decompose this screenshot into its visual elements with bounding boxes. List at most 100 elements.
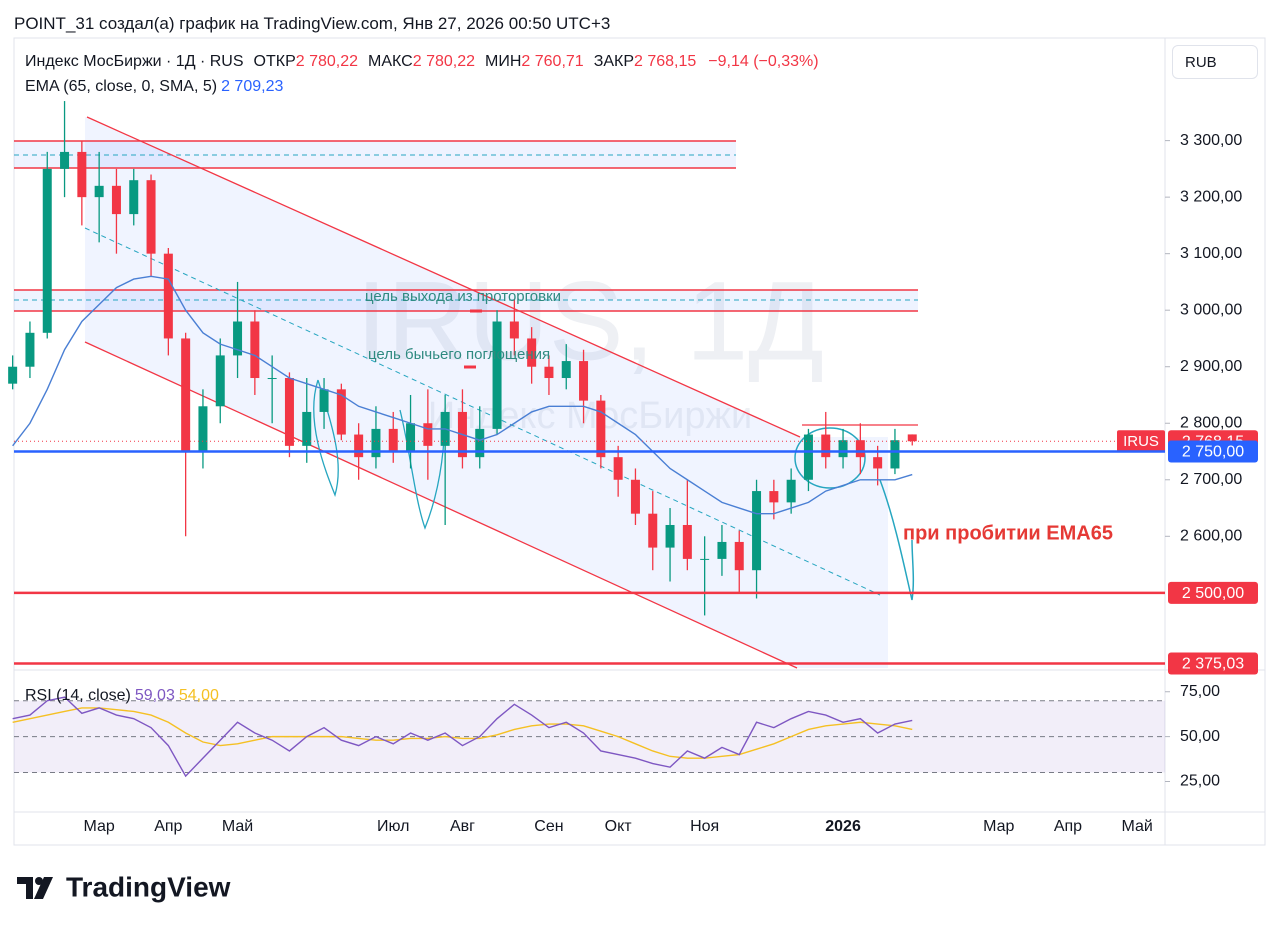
x-tick-label: Мар xyxy=(983,818,1014,835)
candle-body xyxy=(890,440,900,469)
x-tick-label: Июл xyxy=(377,818,409,835)
candle-body xyxy=(596,400,606,458)
annotation: цель выхода из проторговки xyxy=(365,288,561,305)
candle-body xyxy=(181,338,191,452)
candle-body xyxy=(579,361,589,401)
ohlc-item: ЗАКР2 768,15 xyxy=(594,53,697,71)
x-tick-label: 2026 xyxy=(825,818,861,835)
candle-body xyxy=(42,168,52,333)
ema-value: 2 709,23 xyxy=(221,78,284,95)
ohlc-label: МИН xyxy=(485,53,522,70)
y-tick-label: 2 600,00 xyxy=(1180,528,1242,545)
candle-body xyxy=(354,434,364,458)
x-tick-label: Май xyxy=(1121,818,1152,835)
symbol: Индекс МосБиржи · 1Д · RUS xyxy=(25,53,244,70)
y-tick-label: 2 700,00 xyxy=(1180,471,1242,488)
candle-body xyxy=(509,321,519,339)
candle-body xyxy=(146,180,156,254)
candle-body xyxy=(492,321,502,429)
candle-body xyxy=(544,366,554,379)
logo: TradingView xyxy=(17,871,231,902)
attribution: POINT_31 создал(а) график на TradingView… xyxy=(14,14,611,33)
y-tick-label: 25,00 xyxy=(1180,773,1220,790)
candle-body xyxy=(319,389,329,412)
rsi-legend: RSI (14, close) 59,03 54,00 xyxy=(25,687,219,705)
rsi-name: RSI (14, close) xyxy=(25,687,131,704)
x-tick-label: Май xyxy=(222,818,253,835)
x-tick-label: Апр xyxy=(1054,818,1082,835)
candle-body xyxy=(336,389,346,435)
ohlc-item: МИН2 760,71 xyxy=(485,53,584,71)
candle-body xyxy=(613,457,623,480)
ema-line xyxy=(12,275,913,515)
annotation: цель бычьего поглощения xyxy=(368,346,550,363)
level-label-box xyxy=(1168,581,1258,604)
sketch xyxy=(313,379,339,498)
candle-body xyxy=(250,321,260,379)
level-label: 2 500,00 xyxy=(1182,585,1244,602)
candle-body xyxy=(60,151,70,169)
candle-body xyxy=(717,541,727,559)
ohlc-value: 2 780,22 xyxy=(412,53,476,70)
candle-body xyxy=(406,423,416,452)
channel-mid xyxy=(84,227,881,596)
rsi-value: 59,03 xyxy=(134,687,175,704)
level-label: 2 750,00 xyxy=(1182,444,1244,461)
x-tick-label: Ноя xyxy=(690,818,719,835)
rsi-line xyxy=(12,696,913,778)
y-tick-label: 75,00 xyxy=(1180,683,1220,700)
y-tick-label: 3 000,00 xyxy=(1180,301,1242,318)
x-tick-label: Авг xyxy=(450,818,475,835)
y-tick-label: 2 800,00 xyxy=(1180,414,1242,431)
candle-body xyxy=(25,332,35,367)
candle-body xyxy=(302,411,312,446)
x-tick-label: Мар xyxy=(83,818,114,835)
candle-body xyxy=(873,457,883,469)
candle-body xyxy=(198,406,208,452)
candle-body xyxy=(423,423,433,446)
candle-body xyxy=(682,524,692,559)
candle-body xyxy=(752,491,762,571)
ohlc-label: МАКС xyxy=(368,53,413,70)
ohlc-value: 2 768,15 xyxy=(634,53,697,70)
candle-body xyxy=(786,479,796,503)
logo-icon xyxy=(34,877,53,899)
candle-body xyxy=(665,524,675,548)
currency-button[interactable]: RUB xyxy=(1172,45,1258,79)
candle-body xyxy=(648,513,658,548)
candle-body xyxy=(769,491,779,503)
tag-label: IRUS xyxy=(1123,433,1159,450)
rsi-line xyxy=(12,707,913,759)
candle-body xyxy=(215,355,225,407)
y-tick-label: 3 300,00 xyxy=(1180,132,1242,149)
annotation: при пробитии EMA65 xyxy=(903,522,1113,544)
ohlc-item: ОТКР2 780,22 xyxy=(254,53,359,71)
y-tick-label: 2 900,00 xyxy=(1180,358,1242,375)
tag-box xyxy=(1117,430,1165,453)
candle-body xyxy=(111,185,121,215)
channel-upper xyxy=(86,116,801,438)
logo-icon xyxy=(17,877,33,899)
candle-body xyxy=(129,180,139,215)
candle-body xyxy=(907,434,917,442)
ohlc-value: 2 780,22 xyxy=(295,53,359,70)
candle-body xyxy=(77,151,87,198)
ema-legend: EMA (65, close, 0, SMA, 5) 2 709,23 xyxy=(25,78,283,96)
candle-body xyxy=(527,338,537,367)
watermark-symbol: IRUS, 1Д xyxy=(356,259,824,384)
change: −9,14 (−0,33%) xyxy=(708,53,819,70)
candle-body xyxy=(371,428,381,458)
ohlc-item: МАКС2 780,22 xyxy=(368,53,475,71)
logo-icon xyxy=(35,877,43,885)
ohlc-legend: Индекс МосБиржи · 1Д · RUS ОТКР2 780,22 М… xyxy=(25,53,819,71)
candle-body xyxy=(855,440,865,458)
ohlc-value: 2 760,71 xyxy=(521,53,584,70)
brand: TradingView xyxy=(66,871,231,902)
level-label: 2 375,03 xyxy=(1182,656,1244,673)
candle-body xyxy=(821,434,831,458)
candle-body xyxy=(630,479,640,514)
candle-body xyxy=(163,253,173,339)
ohlc-label: ОТКР xyxy=(253,53,296,70)
